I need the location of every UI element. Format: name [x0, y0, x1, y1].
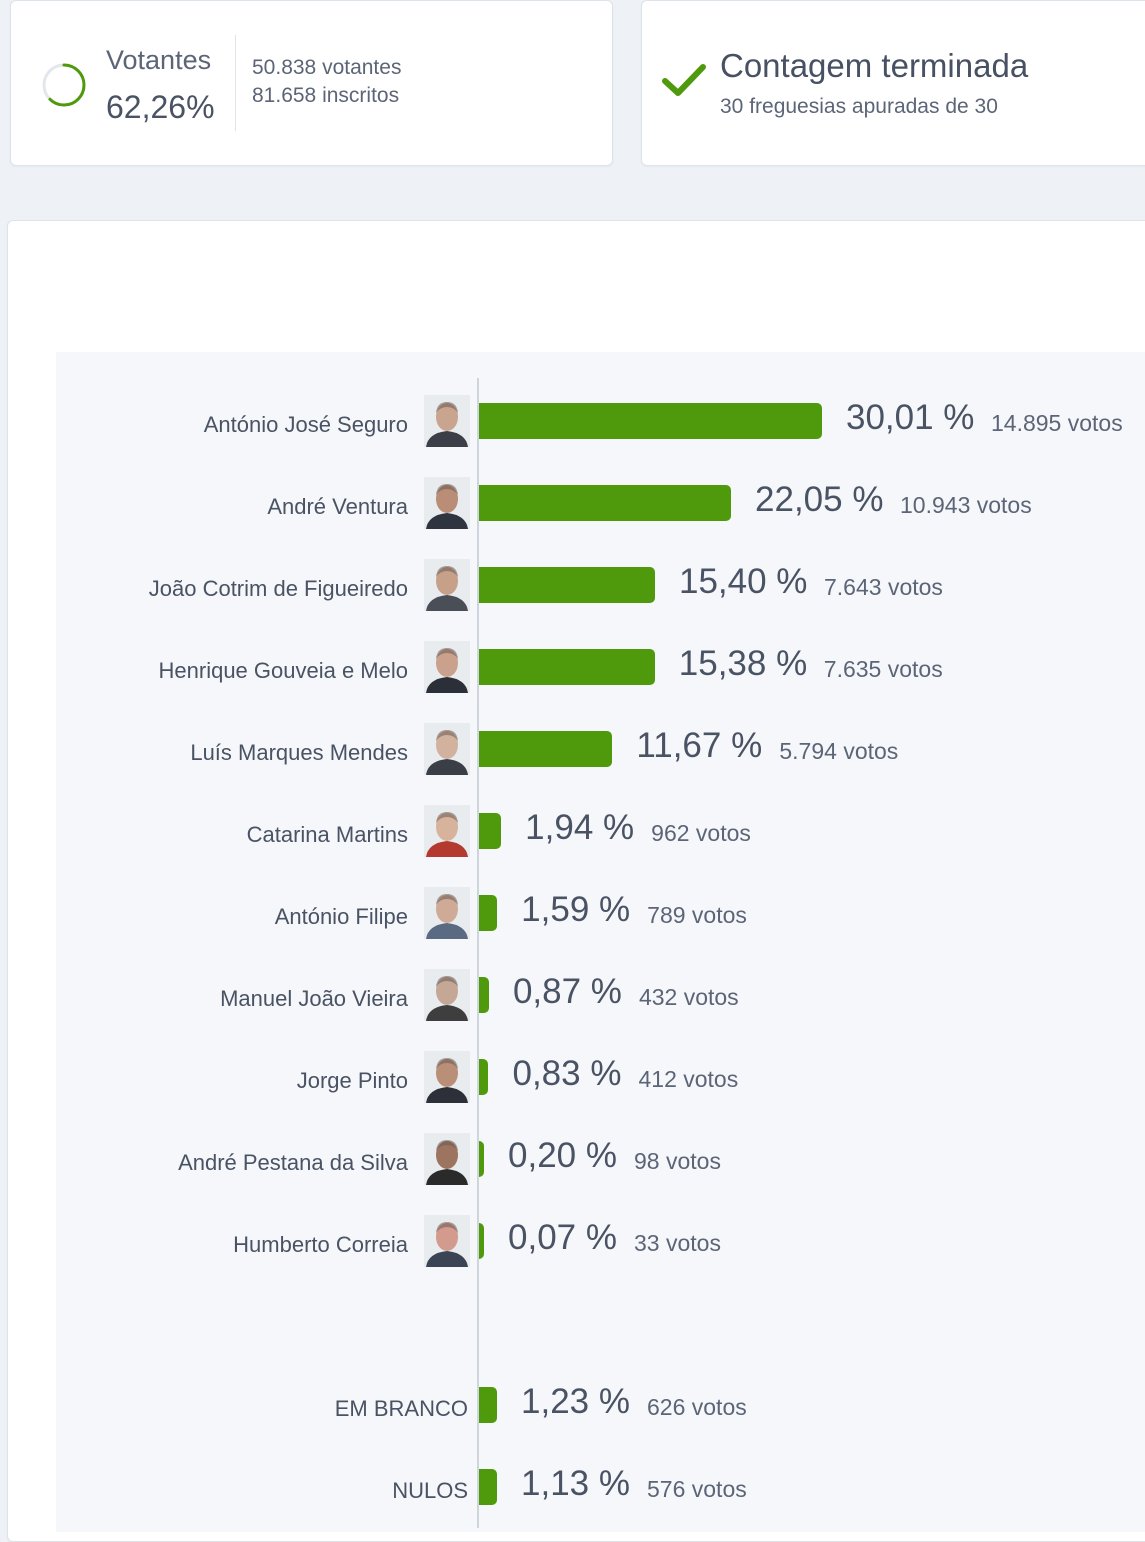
results-chart: [56, 352, 1145, 1532]
candidate-photo-icon: [424, 395, 470, 447]
value-bar: [479, 895, 498, 931]
category-label: António Filipe: [274, 904, 408, 929]
checkmark-icon: [662, 64, 706, 96]
value-bar: [479, 977, 489, 1013]
chart-axis: [477, 378, 479, 1528]
candidate-row: Catarina Martins 1,94 % 962 votos: [0, 805, 1145, 865]
votes-label: 7.643 votos: [824, 574, 943, 600]
divider: [235, 35, 236, 131]
votes-label: 962 votos: [651, 820, 751, 846]
candidate-photo-icon: [424, 477, 470, 529]
percent-label: 30,01 %: [846, 398, 975, 437]
turnout-percent: 62,26%: [106, 89, 215, 125]
percent-label: 1,13 %: [521, 1464, 630, 1503]
value-bar: [479, 1387, 497, 1423]
candidate-row: André Ventura 22,05 % 10.943 votos: [0, 477, 1145, 537]
value-bar: [479, 1059, 489, 1095]
candidate-photo-icon: [424, 641, 470, 693]
category-label: Humberto Correia: [233, 1232, 408, 1257]
percent-label: 0,07 %: [508, 1218, 617, 1257]
candidate-row: Humberto Correia 0,07 % 33 votos: [0, 1215, 1145, 1275]
votes-label: 412 votos: [638, 1066, 739, 1092]
category-label: NULOS: [392, 1478, 468, 1503]
percent-label: 11,67 %: [636, 726, 763, 765]
turnout-label: Votantes: [106, 45, 212, 75]
votes-label: 98 votos: [634, 1148, 721, 1174]
category-label: EM BRANCO: [334, 1396, 468, 1421]
votes-label: 5.794 votos: [779, 738, 899, 764]
votes-label: 576 votos: [647, 1476, 747, 1502]
count-status-title: Contagem terminada: [720, 47, 1029, 84]
votes-label: 626 votos: [647, 1394, 747, 1420]
candidate-photo-icon: [424, 887, 470, 939]
value-bar: [479, 649, 655, 685]
category-label: Jorge Pinto: [296, 1068, 408, 1093]
value-bar: [479, 485, 732, 521]
category-label: André Ventura: [267, 494, 408, 519]
value-bar: [479, 813, 502, 849]
category-label: Luís Marques Mendes: [190, 740, 408, 765]
candidate-photo-icon: [424, 1051, 470, 1103]
percent-label: 0,83 %: [512, 1054, 622, 1093]
value-bar: [479, 1223, 484, 1259]
category-label: João Cotrim de Figueiredo: [148, 576, 408, 601]
value-bar: [479, 567, 655, 603]
percent-label: 1,94 %: [525, 808, 635, 847]
percent-label: 0,87 %: [512, 972, 622, 1011]
percent-label: 1,59 %: [521, 890, 631, 929]
category-label: Catarina Martins: [246, 822, 408, 847]
candidate-photo-icon: [424, 1133, 470, 1185]
percent-label: 15,38 %: [678, 644, 808, 683]
category-label: António José Seguro: [203, 412, 408, 437]
value-bar: [479, 731, 613, 767]
votes-label: 10.943 votos: [900, 492, 1032, 518]
candidate-row: André Pestana da Silva 0,20 % 98 votos: [0, 1133, 1145, 1193]
candidate-photo-icon: [424, 969, 470, 1021]
registered-count: 81.658 inscritos: [252, 84, 400, 107]
votes-label: 33 votos: [634, 1230, 721, 1256]
votes-label: 432 votos: [638, 984, 739, 1010]
candidate-row: Manuel João Vieira 0,87 % 432 votos: [0, 969, 1145, 1029]
candidate-photo-icon: [424, 1215, 470, 1267]
candidate-row: João Cotrim de Figueiredo 15,40 % 7.643 vo…: [0, 559, 1145, 619]
candidate-row: Jorge Pinto 0,83 % 412 votos: [0, 1051, 1145, 1111]
ballot-row: NULOS 1,13 % 576 votos: [0, 1461, 1145, 1521]
votes-label: 7.635 votos: [823, 656, 943, 682]
votes-label: 789 votos: [647, 902, 747, 928]
value-bar: [479, 1469, 497, 1505]
percent-label: 22,05 %: [755, 480, 884, 519]
turnout-card: Votantes 62,26% 50.838 votantes 81.658 i…: [10, 0, 613, 166]
candidate-row: António José Seguro 30,01 % 14.895 votos: [0, 395, 1145, 455]
value-bar: [479, 1141, 484, 1177]
count-status-subtitle: 30 freguesias apuradas de 30: [720, 95, 998, 118]
candidate-photo-icon: [424, 723, 470, 775]
value-bar: [479, 403, 822, 439]
candidate-row: Henrique Gouveia e Melo 15,38 % 7.635 voto…: [0, 641, 1145, 701]
ballot-row: EM BRANCO 1,23 % 626 votos: [0, 1379, 1145, 1439]
progress-ring-icon: [42, 63, 86, 107]
percent-label: 1,23 %: [521, 1382, 630, 1421]
votes-label: 14.895 votos: [991, 410, 1123, 436]
category-label: André Pestana da Silva: [178, 1150, 408, 1175]
candidate-photo-icon: [424, 559, 470, 611]
category-label: Henrique Gouveia e Melo: [158, 658, 408, 683]
voters-count: 50.838 votantes: [252, 56, 402, 79]
candidate-row: Luís Marques Mendes 11,67 % 5.794 votos: [0, 723, 1145, 783]
count-status-card: Contagem terminada 30 freguesias apurada…: [641, 0, 1145, 166]
percent-label: 0,20 %: [508, 1136, 617, 1175]
candidate-row: António Filipe 1,59 % 789 votos: [0, 887, 1145, 947]
category-label: Manuel João Vieira: [220, 986, 408, 1011]
percent-label: 15,40 %: [679, 562, 808, 601]
candidate-photo-icon: [424, 805, 470, 857]
